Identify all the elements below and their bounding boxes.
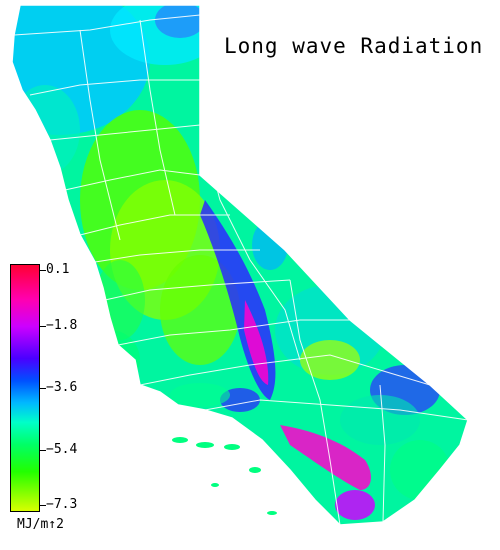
legend-tick xyxy=(40,270,46,271)
legend-tick xyxy=(40,450,46,451)
county-borders xyxy=(13,14,469,526)
legend-tick-label: −5.4 xyxy=(46,442,78,457)
legend-tick-label: −1.8 xyxy=(46,318,78,333)
legend-unit-label: MJ/m↑2 xyxy=(17,517,64,532)
map-title: Long wave Radiation xyxy=(224,34,484,58)
legend-tick xyxy=(40,505,46,506)
state-outline xyxy=(11,4,469,526)
legend-tick xyxy=(40,388,46,389)
legend-tick xyxy=(40,326,46,327)
legend-tick-label: −3.6 xyxy=(46,380,78,395)
channel-islands xyxy=(172,437,277,515)
color-scale-bar xyxy=(10,264,40,512)
legend-tick-label: 0.1 xyxy=(46,262,70,277)
legend-tick-label: −7.3 xyxy=(46,497,78,512)
